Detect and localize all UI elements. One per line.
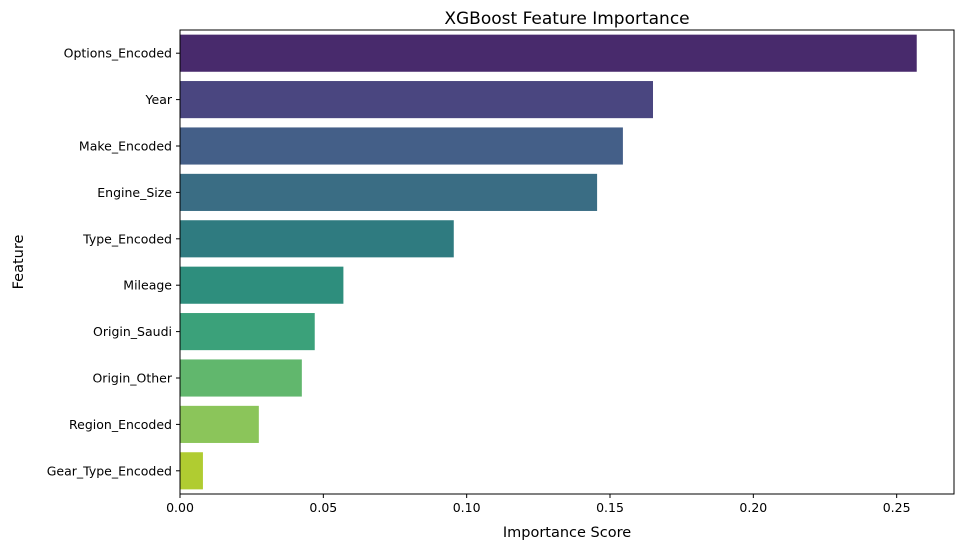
y-tick-label: Gear_Type_Encoded [47,463,172,478]
x-ticks-group: 0.00 0.05 0.10 0.15 0.20 0.25 [166,494,911,515]
y-tick-label: Type_Encoded [82,231,172,246]
y-ticks-group: Options_Encoded Year Make_Encoded Engine_Si… [47,46,180,478]
y-tick-label: Options_Encoded [64,46,172,61]
x-tick-label: 0.10 [453,500,481,515]
bar-gear-type-encoded [180,452,203,490]
bar-engine-size [180,173,598,211]
x-axis-label: Importance Score [503,525,631,541]
bar-origin-other [180,359,302,397]
bar-make-encoded [180,127,623,165]
y-tick-label: Year [145,92,173,107]
bar-year [180,81,653,119]
bar-type-encoded [180,220,454,258]
bar-origin-saudi [180,313,315,351]
y-tick-label: Origin_Other [92,371,172,386]
x-tick-label: 0.00 [166,500,194,515]
bar-options-encoded [180,34,917,72]
x-tick-label: 0.25 [883,500,911,515]
x-tick-label: 0.05 [309,500,337,515]
y-tick-label: Make_Encoded [79,139,172,154]
y-axis-label: Feature [11,235,27,290]
bar-mileage [180,266,344,304]
y-tick-label: Origin_Saudi [93,324,172,339]
bars-group [180,34,917,490]
bar-region-encoded [180,405,259,443]
y-tick-label: Region_Encoded [69,417,172,432]
y-tick-label: Engine_Size [97,185,172,200]
y-tick-label: Mileage [123,278,172,293]
x-tick-label: 0.20 [739,500,767,515]
chart-title: XGBoost Feature Importance [444,9,689,29]
x-tick-label: 0.15 [596,500,624,515]
plot-frame [179,29,955,495]
